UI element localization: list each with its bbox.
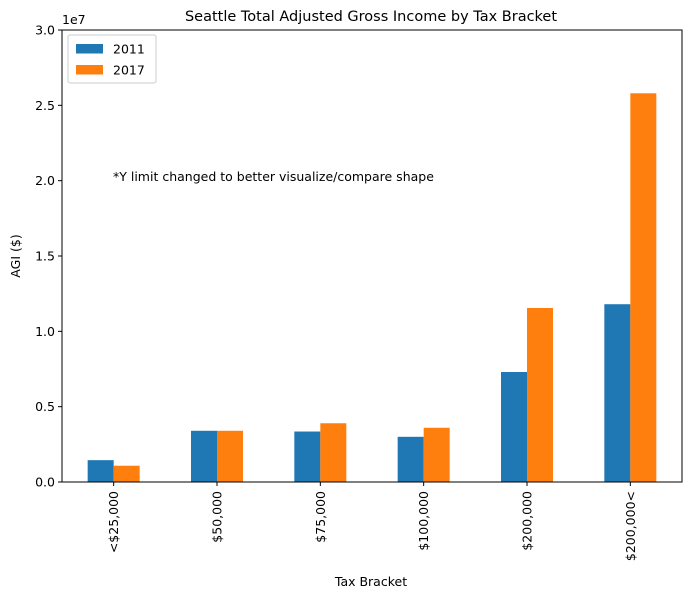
x-tick-label: $100,000	[416, 491, 431, 551]
bar-2017-2	[320, 423, 347, 482]
y-offset-label: 1e7	[62, 12, 86, 27]
bar-2017-4	[527, 307, 553, 482]
x-tick-label: <$25,000	[106, 491, 121, 553]
y-axis-label: AGI ($)	[8, 234, 23, 277]
bar-2017-0	[113, 465, 140, 482]
y-tick-label: 0.5	[35, 399, 55, 414]
chart-title: Seattle Total Adjusted Gross Income by T…	[185, 9, 557, 25]
x-tick-label: $200,000<	[623, 491, 638, 561]
bar-2017-3	[423, 427, 450, 482]
bar-2011-1	[191, 430, 217, 482]
bar-2011-4	[501, 372, 527, 482]
bar-2011-0	[87, 460, 114, 482]
y-axis: 0.0 0.5 1.0 1.5 2.0 2.5 3.0	[35, 23, 62, 490]
legend-label-2017: 2017	[113, 63, 145, 78]
x-tick-label: $50,000	[210, 491, 225, 543]
y-tick-label: 1.0	[35, 324, 55, 339]
bars-group	[87, 93, 657, 482]
y-tick-label: 2.5	[35, 98, 55, 113]
x-tick-label: $75,000	[313, 491, 328, 543]
y-tick-label: 2.0	[35, 173, 55, 188]
legend-label-2011: 2011	[113, 42, 145, 57]
x-axis: <$25,000 $50,000 $75,000 $100,000 $200,000 $2…	[106, 482, 638, 561]
bar-2017-1	[217, 430, 243, 482]
annotation-note: *Y limit changed to better visualize/com…	[113, 169, 434, 184]
legend: 2011 2017	[67, 34, 157, 84]
y-tick-label: 0.0	[35, 475, 55, 490]
bar-2011-2	[294, 431, 321, 482]
x-tick-label: $200,000	[520, 491, 535, 551]
legend-swatch-2017	[76, 65, 103, 75]
bar-2017-5	[630, 93, 657, 482]
bar-2011-5	[604, 304, 631, 482]
y-tick-label: 1.5	[35, 249, 55, 264]
x-axis-label: Tax Bracket	[334, 574, 407, 589]
bar-2011-3	[397, 436, 424, 482]
y-tick-label: 3.0	[35, 23, 55, 38]
legend-swatch-2011	[76, 44, 103, 54]
